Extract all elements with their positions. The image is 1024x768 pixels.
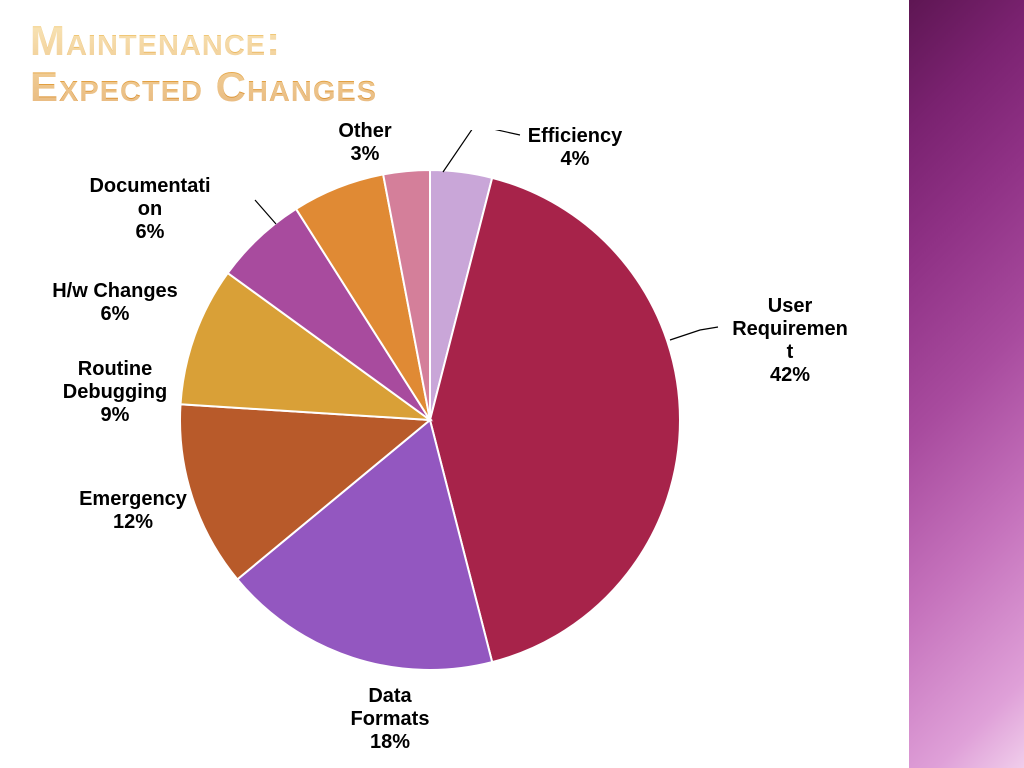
accent-bar <box>909 0 1024 768</box>
slice-label: H/w Changes6% <box>35 280 195 326</box>
slide: Maintenance: Expected Changes Efficiency… <box>0 0 1024 768</box>
leader-line <box>255 200 276 224</box>
slice-label: RoutineDebugging9% <box>40 358 190 427</box>
leader-line <box>443 130 520 172</box>
slice-label: UserRequirement42% <box>720 295 860 387</box>
slice-label: Other3% <box>310 120 420 166</box>
slice-label: Documentation6% <box>65 175 235 244</box>
slice-label: Emergency12% <box>58 488 208 534</box>
title-line-2: Expected Changes <box>30 64 377 110</box>
slide-title: Maintenance: Expected Changes <box>30 18 377 110</box>
pie-chart: Efficiency4%UserRequirement42%DataFormat… <box>0 130 880 768</box>
title-line-1: Maintenance: <box>30 18 377 64</box>
slice-label: Efficiency4% <box>520 125 630 171</box>
slice-label: DataFormats18% <box>320 685 460 754</box>
leader-line <box>670 327 718 340</box>
